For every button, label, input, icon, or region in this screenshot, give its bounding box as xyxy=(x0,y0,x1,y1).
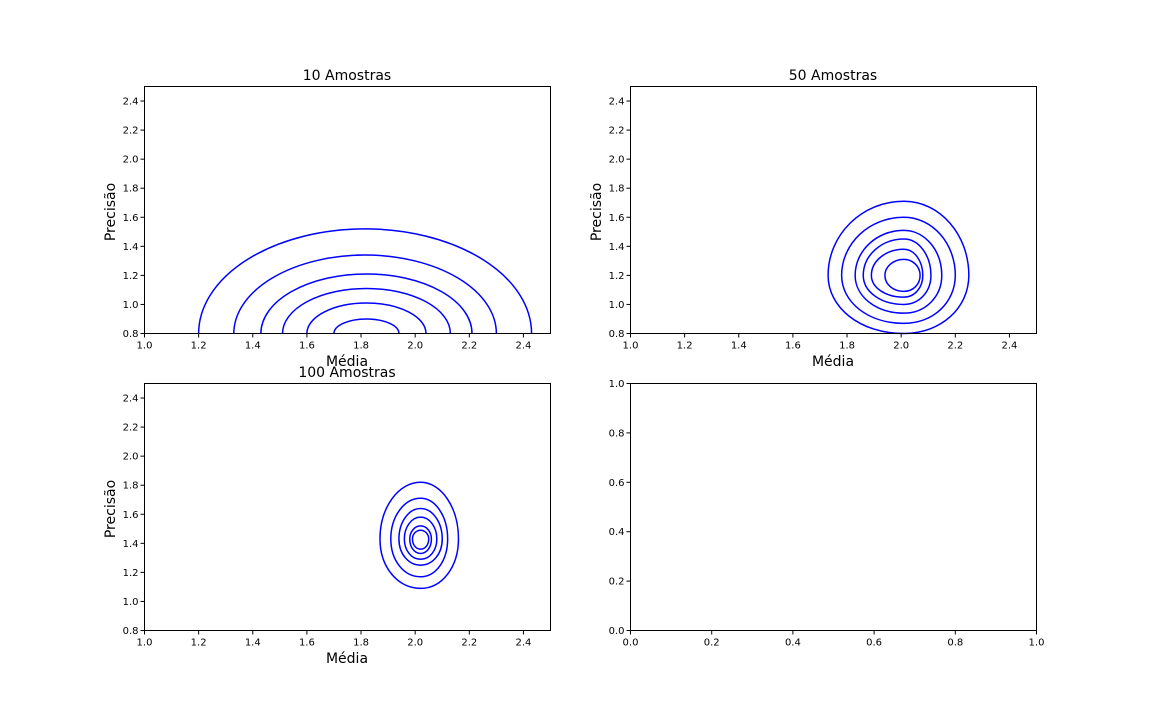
y-tick-label: 2.0 xyxy=(123,452,139,463)
y-axis-label: Precisão xyxy=(103,480,119,538)
contour-level xyxy=(398,507,443,566)
plot-frame xyxy=(144,383,551,631)
y-tick-label: 1.8 xyxy=(609,184,625,195)
y-tick-label: 1.6 xyxy=(609,213,625,224)
x-tick-label: 2.2 xyxy=(461,341,477,352)
x-tick-label: 1.2 xyxy=(191,638,207,649)
contour-level xyxy=(281,287,452,334)
y-tick-label: 0.8 xyxy=(609,329,625,340)
x-tick-label: 1.8 xyxy=(353,638,369,649)
y-tick-label: 1.4 xyxy=(123,539,139,550)
contour-level xyxy=(403,516,438,561)
y-tick-label: 2.0 xyxy=(609,155,625,166)
plot-frame xyxy=(144,86,551,334)
subplot-title: 10 Amostras xyxy=(303,68,391,84)
y-tick-label: 0.8 xyxy=(123,329,139,340)
y-tick-label: 2.4 xyxy=(609,97,625,108)
contour-level xyxy=(409,525,433,555)
subplot-100-amostras: 100 Amostras Média Precisão 1.0 1.2 1.4 1.6… xyxy=(103,365,551,667)
x-axis-label: Média xyxy=(326,651,368,667)
y-tick-label: 2.2 xyxy=(123,423,139,434)
x-tick-label: 2.4 xyxy=(515,341,531,352)
subplot-title: 100 Amostras xyxy=(298,365,395,381)
contour-level xyxy=(390,497,449,578)
contour-level xyxy=(854,229,943,314)
y-tick-label: 1.8 xyxy=(123,184,139,195)
contour-level xyxy=(840,216,957,325)
contour-level xyxy=(870,248,924,298)
x-tick-label: 1.0 xyxy=(1029,638,1045,649)
x-tick-label: 1.4 xyxy=(245,341,261,352)
x-tick-label: 1.8 xyxy=(353,341,369,352)
plot-frame xyxy=(630,383,1037,631)
plot-frame xyxy=(630,86,1037,334)
subplot-title: 50 Amostras xyxy=(789,68,877,84)
subplot-50-amostras: 50 Amostras Média Precisão 1.0 1.2 1.4 1.6 1… xyxy=(589,68,1037,370)
contour-level xyxy=(233,254,498,334)
y-tick-label: 1.6 xyxy=(123,213,139,224)
x-tick-label: 1.0 xyxy=(623,341,639,352)
y-tick-label: 0.4 xyxy=(609,527,625,538)
y-tick-label: 2.0 xyxy=(123,155,139,166)
x-tick-label: 0.8 xyxy=(947,638,963,649)
contour-level xyxy=(862,238,932,306)
y-tick-label: 1.0 xyxy=(609,300,625,311)
x-tick-label: 0.2 xyxy=(704,638,720,649)
y-tick-label: 2.4 xyxy=(123,97,139,108)
contour-level xyxy=(379,481,460,590)
y-tick-label: 1.0 xyxy=(123,597,139,608)
x-tick-label: 2.0 xyxy=(407,341,423,352)
y-tick-label: 2.2 xyxy=(123,126,139,137)
contour-level xyxy=(197,228,533,334)
x-tick-label: 1.6 xyxy=(299,341,315,352)
x-tick-label: 1.2 xyxy=(677,341,693,352)
x-tick-label: 2.4 xyxy=(515,638,531,649)
x-tick-label: 2.0 xyxy=(893,341,909,352)
x-tick-label: 1.4 xyxy=(245,638,261,649)
y-tick-label: 2.2 xyxy=(609,126,625,137)
x-axis-label: Média xyxy=(326,354,368,370)
x-tick-label: 1.4 xyxy=(731,341,747,352)
y-tick-label: 1.0 xyxy=(609,379,625,390)
y-tick-label: 1.4 xyxy=(123,242,139,253)
subplot-empty: 0.0 0.2 0.4 0.6 0.8 1.0 0.0 0.2 0.4 0.6 0.8 1.0 xyxy=(609,379,1045,649)
x-tick-label: 2.2 xyxy=(947,341,963,352)
x-tick-label: 1.6 xyxy=(785,341,801,352)
y-tick-label: 1.2 xyxy=(609,271,625,282)
subplot-10-amostras: 10 Amostras Média Precisão 1.0 1.2 1.4 1.6 1… xyxy=(103,68,551,370)
contour-level xyxy=(306,302,427,334)
x-tick-label: 1.0 xyxy=(137,638,153,649)
x-tick-label: 2.2 xyxy=(461,638,477,649)
contour-level xyxy=(260,273,473,334)
contour-level xyxy=(411,529,430,550)
y-axis-label: Precisão xyxy=(103,183,119,241)
x-tick-label: 1.0 xyxy=(137,341,153,352)
x-tick-label: 1.8 xyxy=(839,341,855,352)
y-tick-label: 0.8 xyxy=(123,626,139,637)
x-tick-label: 1.6 xyxy=(299,638,315,649)
y-tick-label: 1.0 xyxy=(123,300,139,311)
x-tick-label: 2.4 xyxy=(1001,341,1017,352)
x-tick-label: 2.0 xyxy=(407,638,423,649)
x-tick-label: 0.4 xyxy=(785,638,801,649)
y-tick-label: 1.4 xyxy=(609,242,625,253)
x-tick-label: 0.0 xyxy=(623,638,639,649)
x-tick-label: 1.2 xyxy=(191,341,207,352)
x-axis-label: Média xyxy=(812,354,854,370)
y-tick-label: 0.0 xyxy=(609,626,625,637)
y-tick-label: 1.8 xyxy=(123,481,139,492)
y-tick-label: 2.4 xyxy=(123,394,139,405)
y-tick-label: 1.6 xyxy=(123,510,139,521)
y-axis-label: Precisão xyxy=(589,183,605,241)
y-tick-label: 1.2 xyxy=(123,271,139,282)
contour-level xyxy=(333,318,400,334)
y-tick-label: 0.6 xyxy=(609,478,625,489)
x-tick-label: 0.6 xyxy=(866,638,882,649)
y-tick-label: 0.8 xyxy=(609,428,625,439)
y-tick-label: 0.2 xyxy=(609,577,625,588)
contour-level xyxy=(884,258,921,293)
y-tick-label: 1.2 xyxy=(123,568,139,579)
